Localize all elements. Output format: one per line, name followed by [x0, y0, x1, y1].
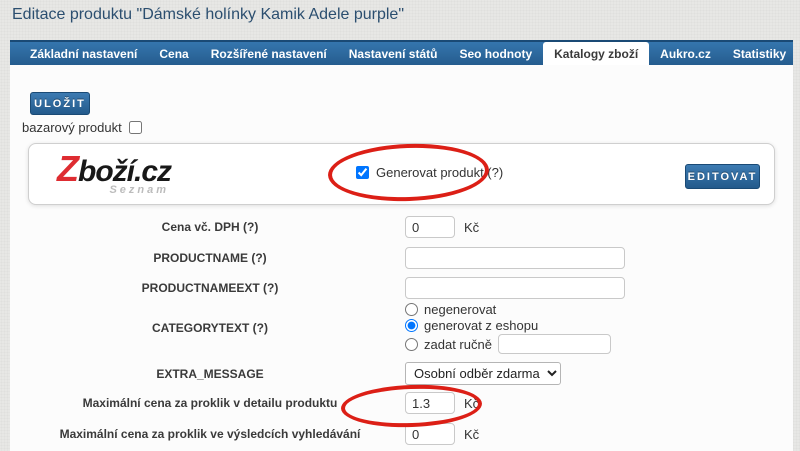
- max-cpc-detail-unit: Kč: [464, 395, 480, 411]
- price-vat-label: Cena vč. DPH (?): [161, 220, 259, 234]
- max-cpc-search-unit: Kč: [464, 426, 480, 442]
- categorytext-option-negenerovat[interactable]: negenerovat: [405, 302, 611, 317]
- zbozi-cz-panel: Zboží.cz Seznam Generovat produkt (?) ED…: [28, 143, 775, 205]
- categorytext-manual-input[interactable]: [497, 334, 611, 354]
- generate-product-row: Generovat produkt (?): [356, 165, 503, 180]
- form-row-productname: PRODUCTNAME (?): [30, 247, 775, 269]
- form-row-max-cpc-detail: Maximální cena za proklik v detailu prod…: [30, 392, 775, 414]
- negenerovat-radio[interactable]: [405, 303, 418, 316]
- bazaar-product-row: bazarový produkt: [22, 120, 142, 135]
- tab-cena[interactable]: Cena: [159, 46, 189, 61]
- tab-katalogy-zbozi[interactable]: Katalogy zboží: [543, 42, 650, 65]
- categorytext-radio-group: negenerovat generovat z eshopu zadat ruč…: [405, 302, 611, 354]
- zbozi-cz-logo: Zboží.cz Seznam: [57, 148, 172, 196]
- logo-text: boží.cz: [78, 155, 172, 188]
- bazaar-product-label: bazarový produkt: [22, 120, 122, 135]
- save-button[interactable]: ULOŽIT: [30, 92, 90, 115]
- productname-input[interactable]: [405, 247, 625, 269]
- max-cpc-search-label: Maximální cena za proklik ve výsledcích …: [59, 427, 361, 441]
- productnameext-label: PRODUCTNAMEEXT (?): [141, 281, 279, 295]
- zadat-rucne-radio[interactable]: [405, 337, 418, 351]
- categorytext-option-generovat-z-eshopu[interactable]: generovat z eshopu: [405, 318, 611, 333]
- generate-product-label: Generovat produkt (?): [376, 165, 504, 180]
- extra-message-label: EXTRA_MESSAGE: [156, 366, 264, 381]
- logo-letter-z: Z: [57, 148, 79, 189]
- productnameext-input[interactable]: [405, 277, 625, 299]
- productname-label: PRODUCTNAME (?): [153, 251, 267, 265]
- generate-product-checkbox[interactable]: [356, 166, 369, 179]
- tab-seo-hodnoty[interactable]: Seo hodnoty: [459, 46, 533, 61]
- categorytext-option-zadat-rucne[interactable]: zadat ručně: [405, 334, 611, 354]
- logo-seznam-subtext: Seznam: [109, 184, 170, 196]
- page-title: Editace produktu "Dámské holínky Kamik A…: [12, 6, 405, 23]
- tab-statistiky[interactable]: Statistiky: [732, 46, 787, 61]
- price-vat-input[interactable]: [405, 216, 455, 238]
- tab-aukro[interactable]: Aukro.cz: [660, 46, 711, 61]
- max-cpc-detail-input[interactable]: [405, 392, 455, 414]
- price-vat-unit: Kč: [464, 219, 480, 235]
- form-row-extra-message: EXTRA_MESSAGE Osobní odběr zdarma: [30, 362, 775, 385]
- tab-zakladni-nastaveni[interactable]: Základní nastavení: [30, 46, 138, 61]
- generovat-z-eshopu-radio[interactable]: [405, 319, 418, 332]
- edit-button[interactable]: EDITOVAT: [685, 164, 760, 189]
- max-cpc-detail-label: Maximální cena za proklik v detailu prod…: [82, 396, 338, 410]
- form-row-productnameext: PRODUCTNAMEEXT (?): [30, 277, 775, 299]
- extra-message-select[interactable]: Osobní odběr zdarma: [405, 362, 561, 385]
- tab-nastaveni-statu[interactable]: Nastavení států: [348, 46, 438, 61]
- tab-rozsirene-nastaveni[interactable]: Rozšířené nastavení: [210, 46, 327, 61]
- bazaar-product-checkbox[interactable]: [128, 121, 142, 134]
- form-row-price-vat: Cena vč. DPH (?) Kč: [30, 216, 775, 238]
- categorytext-label: CATEGORYTEXT (?): [152, 321, 268, 335]
- form-row-categorytext: CATEGORYTEXT (?) negenerovat generovat z…: [30, 302, 775, 354]
- main-tab-bar: Základní nastavení Cena Rozšířené nastav…: [10, 40, 793, 65]
- max-cpc-search-input[interactable]: [405, 423, 455, 445]
- form-row-max-cpc-search: Maximální cena za proklik ve výsledcích …: [30, 423, 775, 445]
